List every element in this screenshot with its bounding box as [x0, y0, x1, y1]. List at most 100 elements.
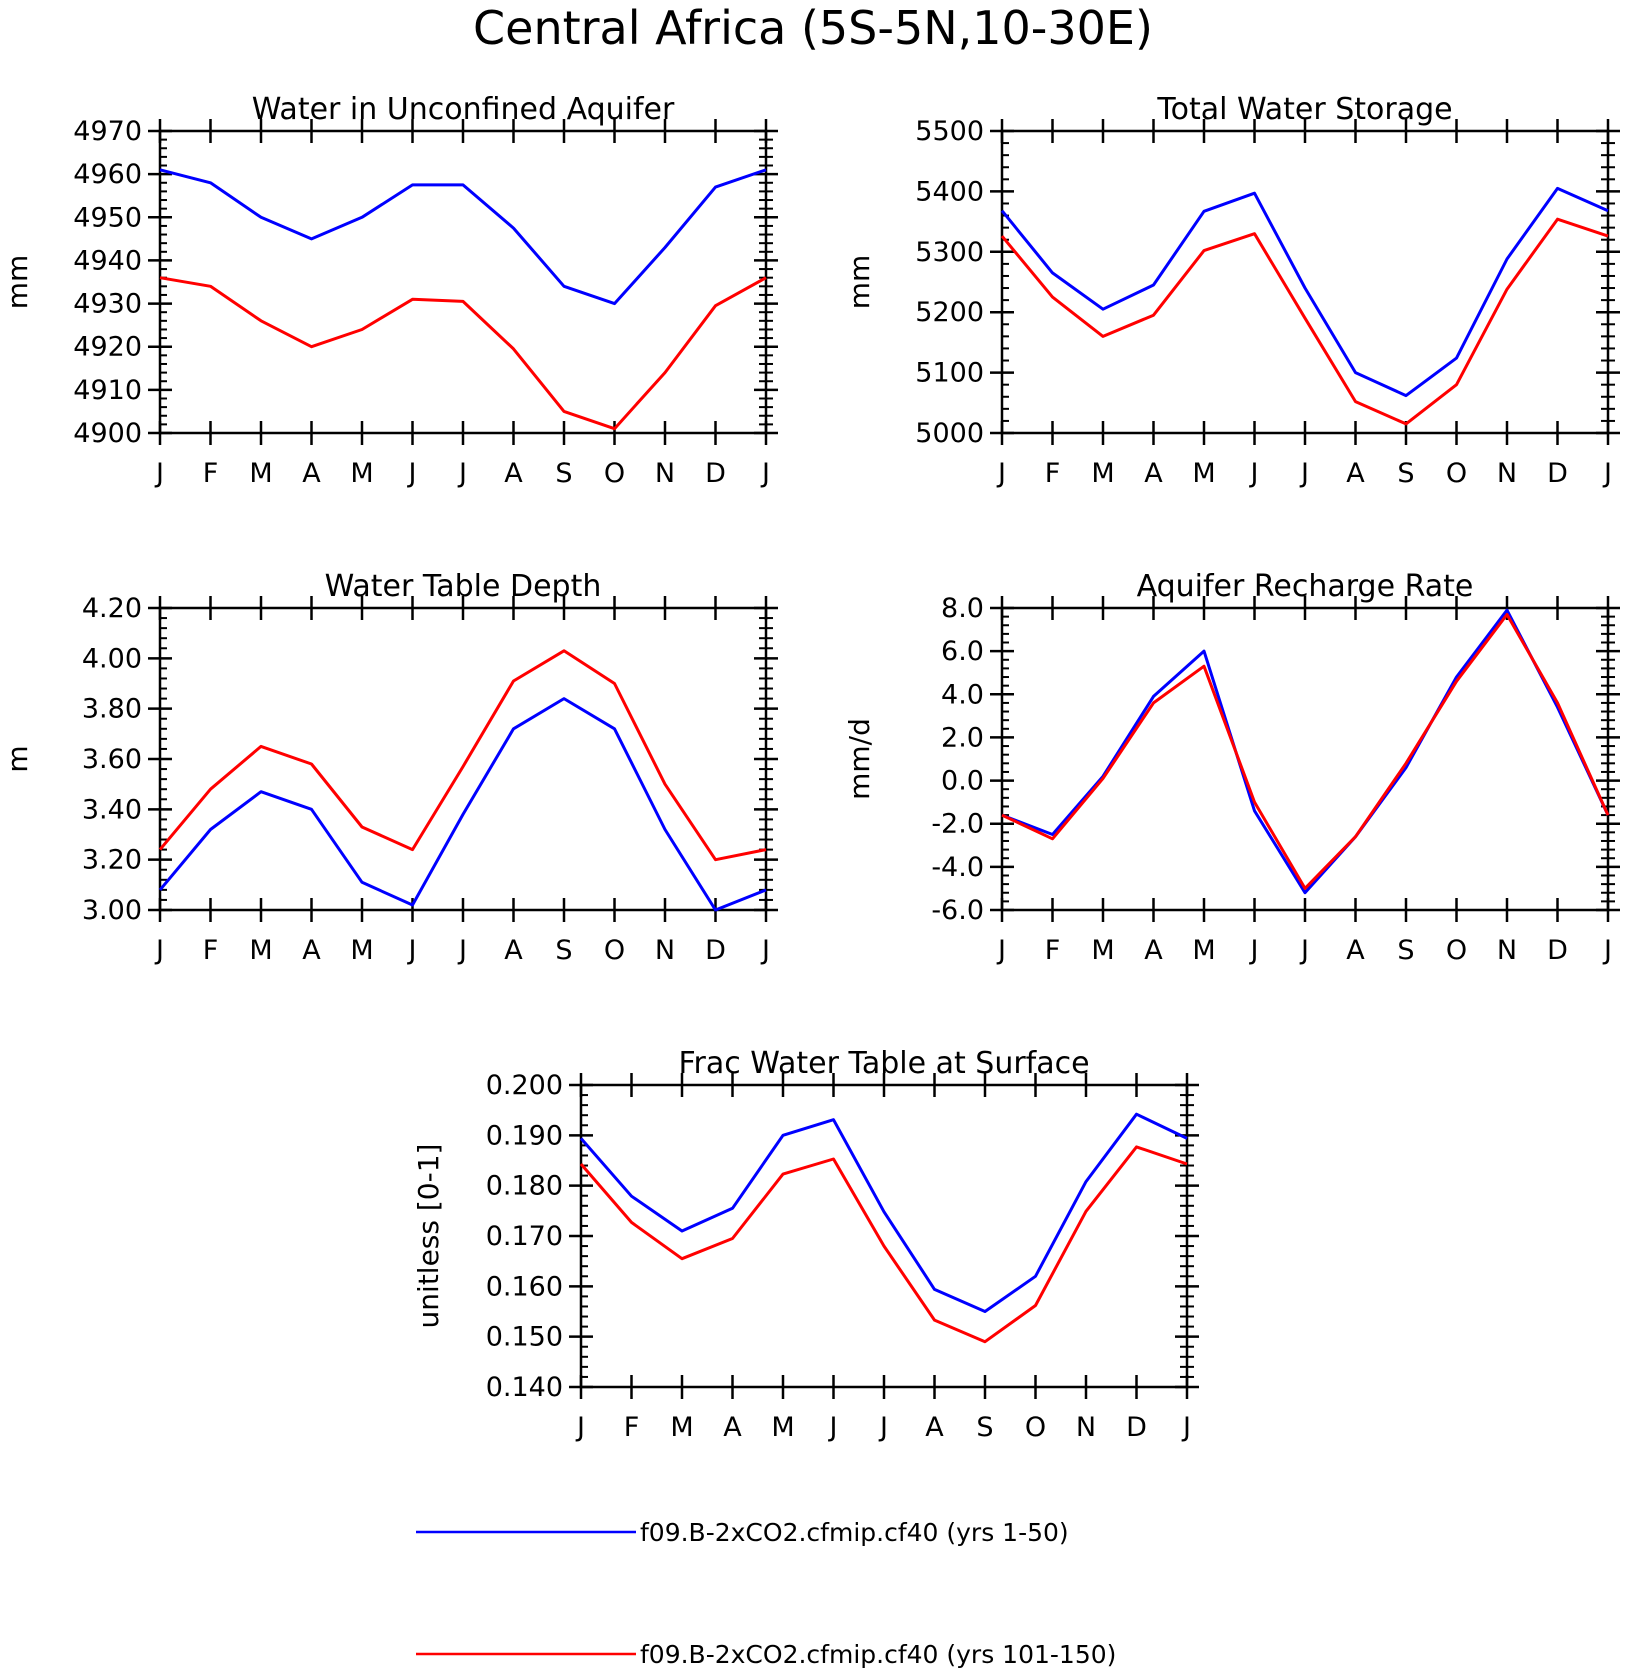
y-tick-label: 0.150	[486, 1322, 563, 1353]
chart-panels: Water in Unconfined Aquifer4900491049204…	[1, 92, 1620, 1443]
y-tick-label: -2.0	[931, 809, 984, 840]
y-tick-label: 6.0	[941, 636, 984, 667]
y-tick-label: 5100	[915, 358, 984, 389]
y-axis-label: mm/d	[843, 718, 876, 800]
x-tick-label: N	[1076, 1412, 1096, 1443]
series-line-1	[579, 1112, 1188, 1313]
x-tick-label: M	[771, 1412, 794, 1443]
x-tick-label: J	[1299, 458, 1309, 489]
x-tick-label: J	[1299, 935, 1309, 966]
y-tick-label: 0.200	[486, 1070, 563, 1101]
y-tick-label: 3.80	[82, 694, 142, 725]
y-tick-label: 4.00	[82, 643, 142, 674]
x-tick-label: J	[407, 935, 417, 966]
x-tick-label: S	[1397, 458, 1414, 489]
x-tick-label: J	[760, 458, 770, 489]
x-tick-label: O	[1446, 458, 1467, 489]
series-line-2	[158, 649, 767, 862]
y-tick-label: 4910	[73, 375, 142, 406]
x-tick-label: O	[1025, 1412, 1046, 1443]
panel-3: Water Table Depth3.003.203.403.603.804.0…	[1, 569, 778, 966]
y-tick-label: 4950	[73, 202, 142, 233]
x-tick-label: J	[407, 458, 417, 489]
x-tick-label: M	[350, 935, 373, 966]
panel-4: Aquifer Recharge Rate-6.0-4.0-2.00.02.04…	[843, 569, 1620, 966]
x-tick-label: J	[154, 935, 164, 966]
series-line-1	[158, 697, 767, 912]
series-line-2	[1001, 613, 1610, 890]
y-tick-label: 0.160	[486, 1271, 563, 1302]
plot-frame	[158, 129, 768, 435]
x-tick-label: J	[1249, 935, 1259, 966]
x-tick-label: O	[604, 458, 625, 489]
series-line-1	[1000, 186, 1609, 398]
x-tick-label: A	[1346, 458, 1365, 489]
x-tick-label: F	[203, 458, 219, 489]
x-tick-label: M	[1192, 935, 1215, 966]
y-tick-label: 4.0	[941, 679, 984, 710]
x-tick-label: F	[624, 1412, 640, 1443]
y-tick-label: 5200	[915, 297, 984, 328]
panel-1: Water in Unconfined Aquifer4900491049204…	[1, 92, 778, 489]
legend: f09.B-2xCO2.cfmip.cf40 (yrs 1-50) f09.B-2…	[416, 1518, 1116, 1669]
x-tick-label: F	[1045, 458, 1061, 489]
series-line-2	[1000, 217, 1609, 426]
x-tick-label: J	[1602, 458, 1612, 489]
x-tick-label: J	[1249, 458, 1259, 489]
x-tick-label: M	[1192, 458, 1215, 489]
plot-frame	[579, 1083, 1189, 1389]
y-tick-label: 5000	[915, 418, 984, 449]
x-tick-label: J	[457, 458, 467, 489]
x-tick-label: D	[705, 935, 726, 966]
x-tick-label: A	[925, 1412, 944, 1443]
x-tick-label: M	[249, 935, 272, 966]
panel-2: Total Water Storage500051005200530054005…	[843, 92, 1620, 489]
x-tick-label: A	[1144, 458, 1163, 489]
x-tick-label: F	[203, 935, 219, 966]
x-tick-label: M	[249, 458, 272, 489]
x-tick-label: J	[1181, 1412, 1191, 1443]
x-tick-label: O	[1446, 935, 1467, 966]
y-tick-label: 3.40	[82, 794, 142, 825]
x-tick-label: J	[828, 1412, 838, 1443]
x-tick-label: D	[1547, 935, 1568, 966]
y-axis-label: mm	[843, 255, 876, 310]
panel-5: Frac Water Table at Surface0.1400.1500.1…	[412, 1046, 1199, 1443]
x-tick-label: N	[1497, 935, 1517, 966]
series-line-2	[159, 276, 767, 431]
x-tick-label: N	[655, 458, 675, 489]
x-tick-label: M	[1091, 458, 1114, 489]
x-tick-label: J	[575, 1412, 585, 1443]
plot-frame	[158, 606, 768, 912]
x-tick-label: D	[1547, 458, 1568, 489]
x-tick-label: M	[670, 1412, 693, 1443]
y-tick-label: 5400	[915, 176, 984, 207]
y-tick-label: 5300	[915, 237, 984, 268]
y-tick-label: 3.20	[82, 845, 142, 876]
x-tick-label: J	[996, 935, 1006, 966]
x-tick-label: J	[457, 935, 467, 966]
legend-label-2: f09.B-2xCO2.cfmip.cf40 (yrs 101-150)	[640, 1640, 1116, 1669]
legend-label-1: f09.B-2xCO2.cfmip.cf40 (yrs 1-50)	[640, 1518, 1069, 1547]
y-tick-label: 0.140	[486, 1372, 563, 1403]
x-tick-label: S	[1397, 935, 1414, 966]
y-tick-label: 4940	[73, 245, 142, 276]
x-tick-label: A	[1346, 935, 1365, 966]
x-tick-label: A	[1144, 935, 1163, 966]
y-tick-label: -4.0	[931, 852, 984, 883]
x-tick-label: M	[350, 458, 373, 489]
x-tick-label: N	[1497, 458, 1517, 489]
x-tick-label: S	[555, 935, 572, 966]
x-tick-label: O	[604, 935, 625, 966]
x-tick-label: D	[1126, 1412, 1147, 1443]
series-line-2	[579, 1145, 1188, 1344]
y-axis-label: m	[1, 745, 34, 772]
x-tick-label: J	[996, 458, 1006, 489]
x-tick-label: M	[1091, 935, 1114, 966]
x-tick-label: A	[302, 935, 321, 966]
y-tick-label: 4.20	[82, 593, 142, 624]
x-tick-label: N	[655, 935, 675, 966]
x-tick-label: A	[723, 1412, 742, 1443]
x-tick-label: A	[504, 458, 523, 489]
